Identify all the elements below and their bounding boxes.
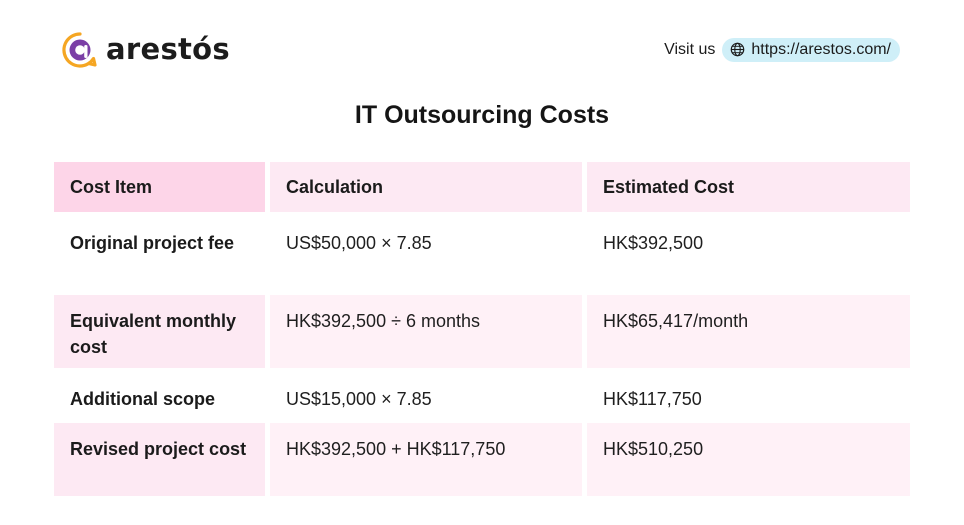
row-original-fee-item: Original project fee [54, 217, 265, 290]
arestos-logo-icon [62, 32, 97, 68]
visit-label: Visit us [664, 40, 716, 58]
visit-us: Visit us https://arestos.com/ [664, 37, 900, 62]
row-additional-scope-item: Additional scope [54, 373, 265, 418]
row-revised-cost-calculation: HK$392,500 + HK$117,750 [270, 423, 582, 496]
brand-logo[interactable]: arestós [62, 30, 230, 70]
row-revised-cost-cost: HK$510,250 [587, 423, 910, 496]
row-monthly-cost-calculation: HK$392,500 ÷ 6 months [270, 295, 582, 368]
page-title: IT Outsourcing Costs [354, 101, 610, 129]
row-revised-cost-item: Revised project cost [54, 423, 265, 496]
globe-icon [731, 42, 745, 57]
brand-name: arestós [106, 31, 230, 66]
row-original-fee-calculation: US$50,000 × 7.85 [270, 217, 582, 290]
row-additional-scope-cost: HK$117,750 [587, 373, 910, 418]
row-monthly-cost-item: Equivalent monthly cost [54, 295, 265, 368]
cost-table: Cost Item Calculation Estimated Cost Ori… [54, 162, 911, 496]
row-additional-scope-calculation: US$15,000 × 7.85 [270, 373, 582, 418]
column-header-cost-item: Cost Item [54, 162, 265, 212]
column-header-estimated-cost: Estimated Cost [587, 162, 910, 212]
row-original-fee-cost: HK$392,500 [587, 217, 910, 290]
column-header-calculation: Calculation [270, 162, 582, 212]
website-link[interactable]: https://arestos.com/ [722, 37, 900, 62]
row-monthly-cost-cost: HK$65,417/month [587, 295, 910, 368]
website-url[interactable]: https://arestos.com/ [751, 40, 891, 58]
